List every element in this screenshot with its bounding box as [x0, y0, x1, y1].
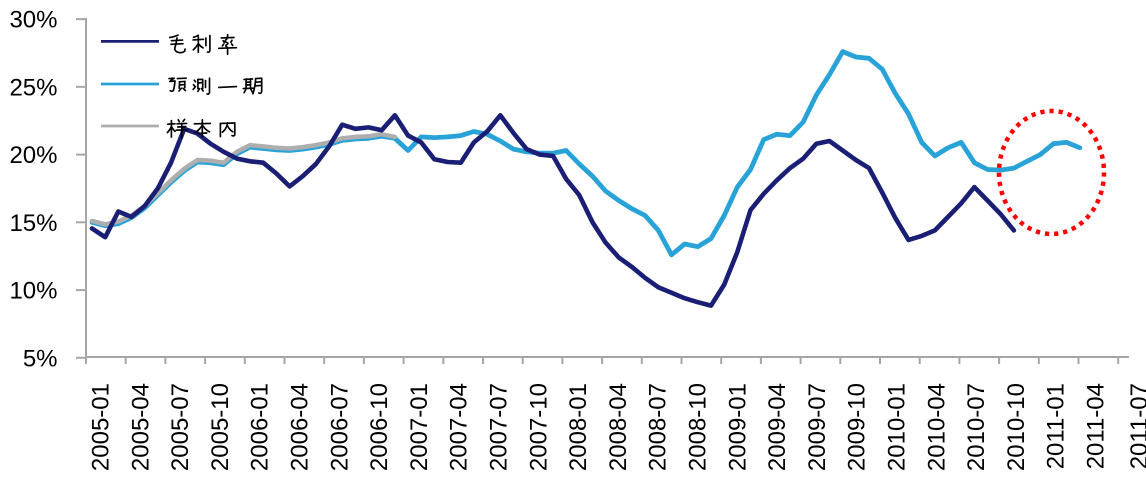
svg-text:2009-04: 2009-04: [764, 383, 791, 471]
svg-text:2006-04: 2006-04: [287, 383, 314, 471]
svg-text:2006-01: 2006-01: [247, 383, 274, 471]
svg-text:2007-04: 2007-04: [446, 383, 473, 471]
svg-text:2011-01: 2011-01: [1043, 383, 1070, 469]
svg-text:2010-01: 2010-01: [884, 383, 911, 471]
svg-text:2005-07: 2005-07: [167, 383, 194, 471]
svg-text:2011-07: 2011-07: [1126, 383, 1146, 469]
svg-text:2011-04: 2011-04: [1083, 383, 1110, 469]
svg-text:25%: 25%: [9, 74, 57, 101]
svg-text:2007-10: 2007-10: [525, 383, 552, 471]
svg-text:2008-07: 2008-07: [645, 383, 672, 471]
svg-text:10%: 10%: [9, 278, 57, 305]
svg-text:20%: 20%: [9, 142, 57, 169]
svg-text:2008-04: 2008-04: [605, 383, 632, 471]
svg-text:2008-01: 2008-01: [565, 383, 592, 471]
svg-text:2010-07: 2010-07: [963, 383, 990, 471]
svg-text:2010-04: 2010-04: [923, 383, 950, 471]
svg-text:2010-10: 2010-10: [1003, 383, 1030, 471]
svg-text:2009-07: 2009-07: [804, 383, 831, 471]
svg-text:2007-07: 2007-07: [486, 383, 513, 471]
svg-text:2009-01: 2009-01: [724, 383, 751, 471]
svg-text:30%: 30%: [9, 7, 57, 34]
svg-text:2006-07: 2006-07: [326, 383, 353, 471]
svg-text:2005-04: 2005-04: [127, 383, 154, 471]
svg-text:2005-10: 2005-10: [207, 383, 234, 471]
svg-text:2007-01: 2007-01: [406, 383, 433, 471]
svg-text:5%: 5%: [23, 345, 58, 372]
svg-text:2006-10: 2006-10: [366, 383, 393, 471]
svg-text:2005-01: 2005-01: [88, 383, 115, 471]
svg-text:15%: 15%: [9, 210, 57, 237]
svg-text:2009-10: 2009-10: [844, 383, 871, 471]
svg-text:2008-10: 2008-10: [685, 383, 712, 471]
